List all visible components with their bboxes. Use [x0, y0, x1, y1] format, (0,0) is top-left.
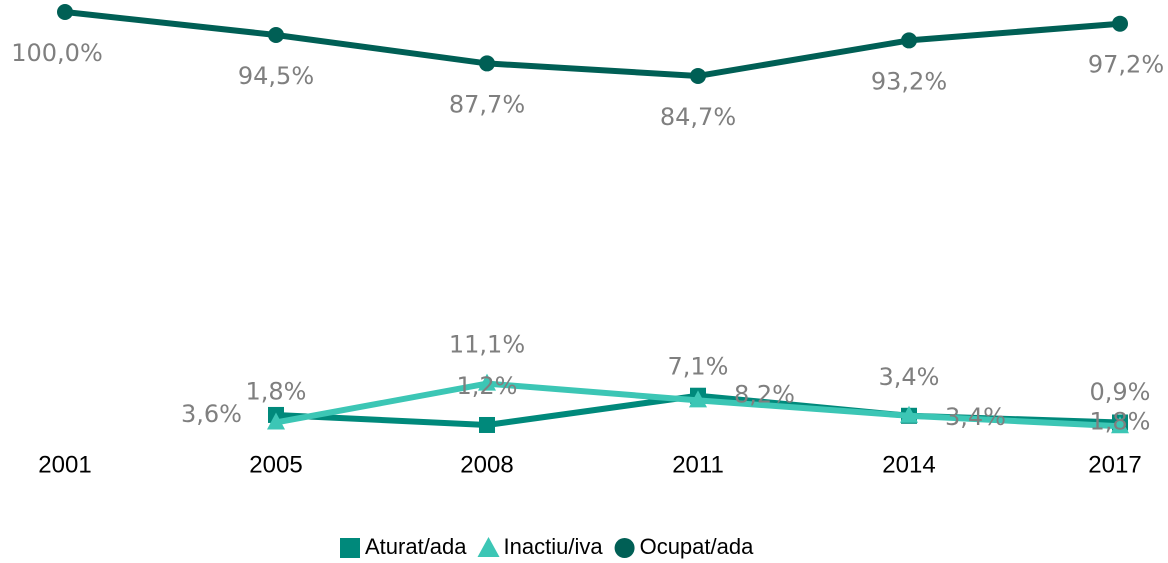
data-label: 97,2%	[1088, 51, 1164, 79]
legend-marker	[614, 538, 635, 558]
legend-label: Inactiu/iva	[504, 534, 604, 559]
marker	[1112, 15, 1128, 32]
data-label: 94,5%	[238, 62, 314, 90]
x-tick-label: 2005	[249, 451, 302, 478]
data-label: 84,7%	[660, 103, 736, 131]
marker	[478, 373, 496, 391]
legend-marker	[477, 537, 500, 557]
data-label: 1,8%	[1090, 407, 1151, 435]
marker	[900, 405, 918, 423]
data-label: 8,2%	[734, 381, 795, 409]
marker	[901, 32, 917, 49]
data-label: 3,4%	[879, 363, 940, 391]
marker	[689, 390, 707, 408]
data-label: 1,8%	[246, 377, 307, 405]
data-label: 93,2%	[871, 67, 947, 95]
series-line	[64, 9, 1121, 79]
marker	[267, 412, 285, 430]
marker	[1111, 416, 1129, 434]
marker	[479, 55, 495, 72]
legend-label: Ocupat/ada	[640, 534, 755, 559]
x-tick-label: 2014	[882, 451, 935, 478]
x-tick-label: 2008	[460, 451, 513, 478]
legend-label: Aturat/ada	[365, 534, 467, 559]
data-label: 3,4%	[945, 403, 1006, 431]
x-tick-label: 2001	[38, 451, 91, 478]
data-label: 7,1%	[668, 352, 729, 380]
x-tick-label: 2011	[672, 451, 724, 478]
marker	[690, 67, 706, 84]
legend-item: Ocupat/ada	[614, 534, 755, 559]
marker	[268, 26, 284, 43]
data-label: 0,9%	[1090, 378, 1151, 406]
data-label: 1,2%	[457, 372, 518, 400]
marker	[479, 416, 495, 433]
data-label: 3,6%	[181, 400, 242, 428]
legend-item: Inactiu/iva	[477, 534, 604, 559]
data-label: 11,1%	[449, 331, 525, 359]
data-label: 87,7%	[449, 90, 525, 118]
data-label: 100,0%	[11, 39, 103, 67]
legend-marker	[340, 538, 360, 558]
x-tick-label: 2017	[1088, 451, 1141, 478]
marker	[57, 4, 73, 20]
legend-item: Aturat/ada	[340, 534, 467, 559]
